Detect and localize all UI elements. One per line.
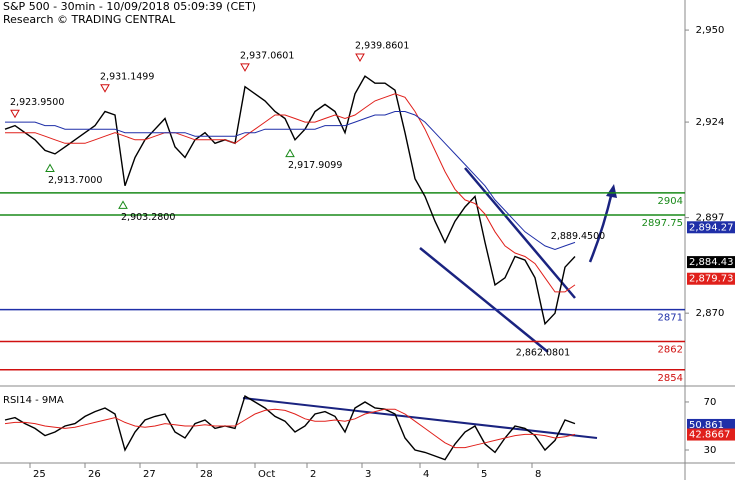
pivot-label: 2,889.4500 [551,231,605,242]
pivot-marker [45,163,55,173]
pivot-marker [100,84,110,93]
channel-line [464,167,576,299]
price-tag [687,418,735,431]
price-tag-label: 2,894.27 [689,222,734,233]
pivot-label: 2,862.0801 [516,348,570,359]
price-tag-label: 2,879.73 [689,274,734,285]
y-tick-label: 30 [704,445,717,456]
rsi-title: RSI14 - 9MA [3,395,64,406]
x-tick-label: 27 [143,469,156,480]
pivot-marker [10,109,20,119]
x-tick-label: 4 [423,469,429,480]
level-label: 2904 [658,196,683,207]
price-tag-label: 2,884.43 [689,257,734,268]
level-label: 2897.75 [642,218,683,229]
level-label: 2854 [658,373,683,384]
channel-line [419,247,549,353]
level-label: 2871 [658,313,683,324]
y-tick-label: 2,870 [696,308,725,319]
y-tick-label: 2,897 [696,213,725,224]
pivot-label: 2,931.1499 [100,71,154,82]
price-tag [687,221,735,234]
pivot-label: 2,913.7000 [48,175,102,186]
price-tag [687,256,735,269]
arrow-head [606,184,617,198]
pivot-marker [240,63,250,72]
chart-title: S&P 500 - 30min - 10/09/2018 05:09:39 (C… [3,0,256,13]
x-tick-label: 26 [88,469,101,480]
pivot-marker [285,148,295,158]
pivot-label: 2,939.8601 [355,40,409,51]
series-line [4,408,576,449]
level-label: 2862 [658,344,683,355]
x-tick-label: 28 [200,469,213,480]
price-tag-label: 50.861 [689,420,724,431]
chart-subtitle: Research © TRADING CENTRAL [3,13,176,26]
x-tick-label: 3 [365,469,371,480]
forecast-arrow [588,191,614,263]
x-tick-label: Oct [258,469,275,480]
pivot-marker [355,53,365,62]
pivot-marker [118,200,128,209]
x-tick-label: 5 [481,469,487,480]
series-line [5,111,576,251]
pivot-label: 2,903.2800 [121,212,175,223]
pivot-label: 2,917.9099 [288,160,342,171]
y-tick-label: 70 [704,397,717,408]
pivot-label: 2,923.9500 [10,97,64,108]
price-tag [687,428,735,441]
pivot-label: 2,937.0601 [240,50,294,61]
rsi-trendline [242,397,598,439]
x-tick-label: 25 [33,469,46,480]
y-tick-label: 2,950 [696,25,725,36]
price-tag-label: 42.8667 [689,430,730,441]
price-tag [687,272,735,285]
series-line [5,93,576,293]
x-tick-label: 8 [535,469,541,480]
series-line [4,394,576,461]
y-tick-label: 2,924 [696,117,725,128]
x-tick-label: 2 [310,469,316,480]
